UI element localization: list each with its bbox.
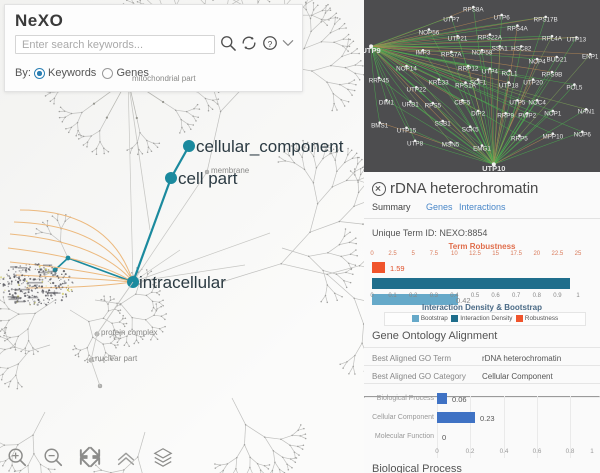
svg-text:?: ? [268,39,273,49]
